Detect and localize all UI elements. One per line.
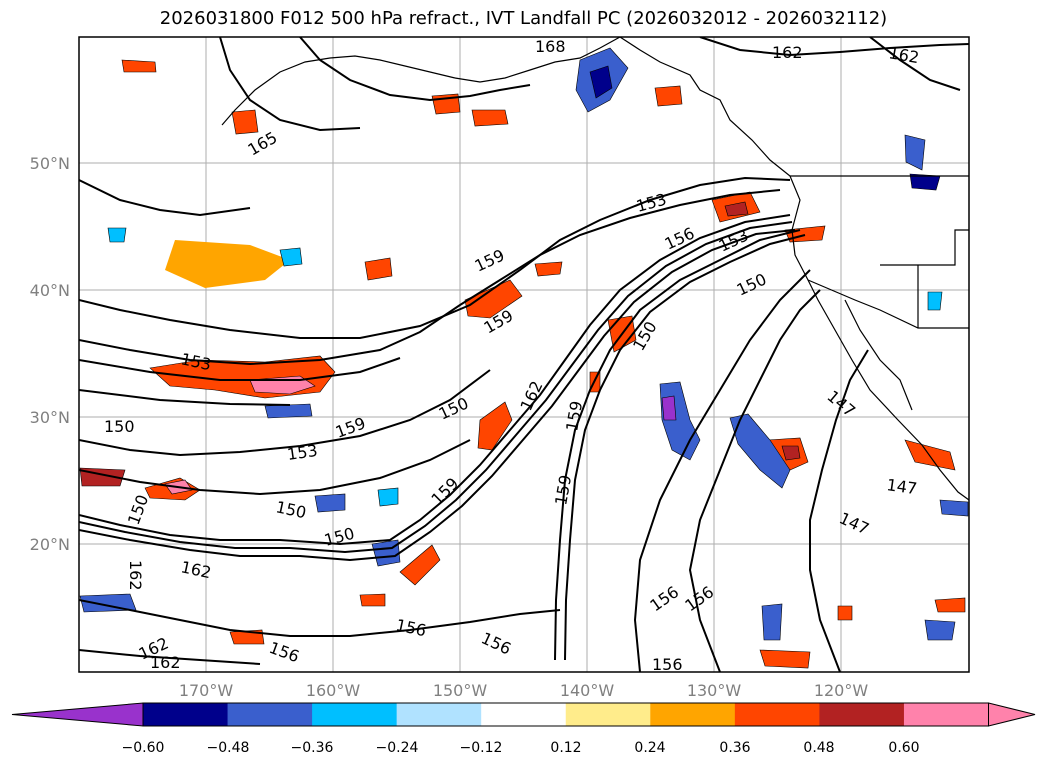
map-border (78, 36, 970, 673)
anomaly-patch (264, 403, 313, 419)
anomaly-patch (904, 439, 956, 471)
anomaly-patch (837, 605, 853, 621)
anomaly-patch (107, 227, 127, 243)
colorbar-tick-label: −0.24 (376, 740, 419, 756)
colorbar-tick-label: 0.60 (888, 740, 919, 756)
anomaly-patch (654, 85, 683, 107)
contour-label: 162 (772, 43, 803, 62)
colorbar-outline (142, 702, 989, 727)
lat-tick: 40°N (30, 281, 70, 300)
anomaly-patch (121, 59, 157, 73)
colorbar-swatch (227, 703, 313, 726)
lon-tick: 120°W (814, 681, 869, 700)
anomaly-patch (359, 593, 386, 607)
contour-label: 162 (150, 653, 181, 672)
lat-tick: 30°N (30, 408, 70, 427)
lat-tick: 50°N (30, 154, 70, 173)
colorbar (11, 702, 1036, 727)
colorbar-tick-label: 0.36 (719, 740, 750, 756)
lon-tick: 140°W (560, 681, 615, 700)
colorbar-tick-label: 0.48 (803, 740, 834, 756)
colorbar-tick-label: −0.36 (291, 740, 334, 756)
anomaly-patch (909, 173, 941, 191)
colorbar-swatch (734, 703, 820, 726)
colorbar-swatch (312, 703, 398, 726)
lon-tick: 150°W (433, 681, 488, 700)
anomaly-patch (589, 65, 613, 99)
colorbar-swatch (143, 703, 229, 726)
anomaly-patch (781, 445, 801, 461)
contour-label: 153 (286, 441, 319, 464)
colorbar-extend-high (988, 702, 1036, 727)
colorbar-tick-label: −0.12 (460, 740, 503, 756)
colorbar-tick-label: −0.48 (207, 740, 250, 756)
colorbar-tick-label: 0.12 (550, 740, 581, 756)
anomaly-patch (399, 544, 441, 586)
lon-tick: 160°W (306, 681, 361, 700)
contour-label: 156 (652, 655, 683, 674)
refractivity-contours (79, 37, 969, 672)
anomaly-patch (231, 109, 259, 135)
colorbar-tick-label: −0.60 (122, 740, 165, 756)
anomaly-patch (939, 499, 969, 517)
contour-label: 150 (104, 417, 135, 436)
anomaly-patch (934, 597, 966, 613)
anomaly-patch (279, 247, 303, 267)
anomaly-patch (724, 201, 749, 217)
lon-tick: 170°W (179, 681, 234, 700)
negative-anomaly-patches (79, 47, 969, 641)
colorbar-swatch (481, 703, 567, 726)
lat-tick: 20°N (30, 535, 70, 554)
anomaly-patch (661, 395, 677, 421)
anomaly-patch (471, 109, 509, 127)
anomaly-patch (165, 240, 290, 288)
contour-label: 162 (126, 560, 145, 591)
anomaly-patch (314, 493, 346, 513)
anomaly-patch (364, 257, 393, 281)
colorbar-tick-label: 0.24 (634, 740, 665, 756)
colorbar-swatch (565, 703, 651, 726)
colorbar-swatch (819, 703, 905, 726)
anomaly-patch (761, 603, 783, 641)
anomaly-patch (927, 291, 943, 311)
contour-label: 147 (885, 475, 918, 498)
colorbar-swatch (650, 703, 736, 726)
contour-label: 168 (535, 37, 566, 56)
anomaly-patch (477, 401, 513, 451)
colorbar-labels: −0.60 −0.48 −0.36 −0.24 −0.12 0.12 0.24 … (122, 740, 920, 756)
colorbar-swatch (396, 703, 482, 726)
map-panel (79, 37, 969, 672)
longitude-ticks: 170°W 160°W 150°W 140°W 130°W 120°W (179, 681, 869, 700)
anomaly-patch (729, 413, 791, 489)
colorbar-extend-low (11, 702, 144, 727)
gridlines (79, 37, 969, 672)
latitude-ticks: 50°N 40°N 30°N 20°N (30, 154, 70, 554)
map-title: 2026031800 F012 500 hPa refract., IVT La… (159, 8, 888, 29)
anomaly-patch (759, 649, 811, 669)
anomaly-patch (534, 261, 563, 277)
anomaly-patch (377, 487, 399, 507)
lon-tick: 130°W (687, 681, 742, 700)
anomaly-patch (924, 619, 956, 641)
anomaly-patch (904, 134, 926, 171)
colorbar-swatch (903, 703, 989, 726)
